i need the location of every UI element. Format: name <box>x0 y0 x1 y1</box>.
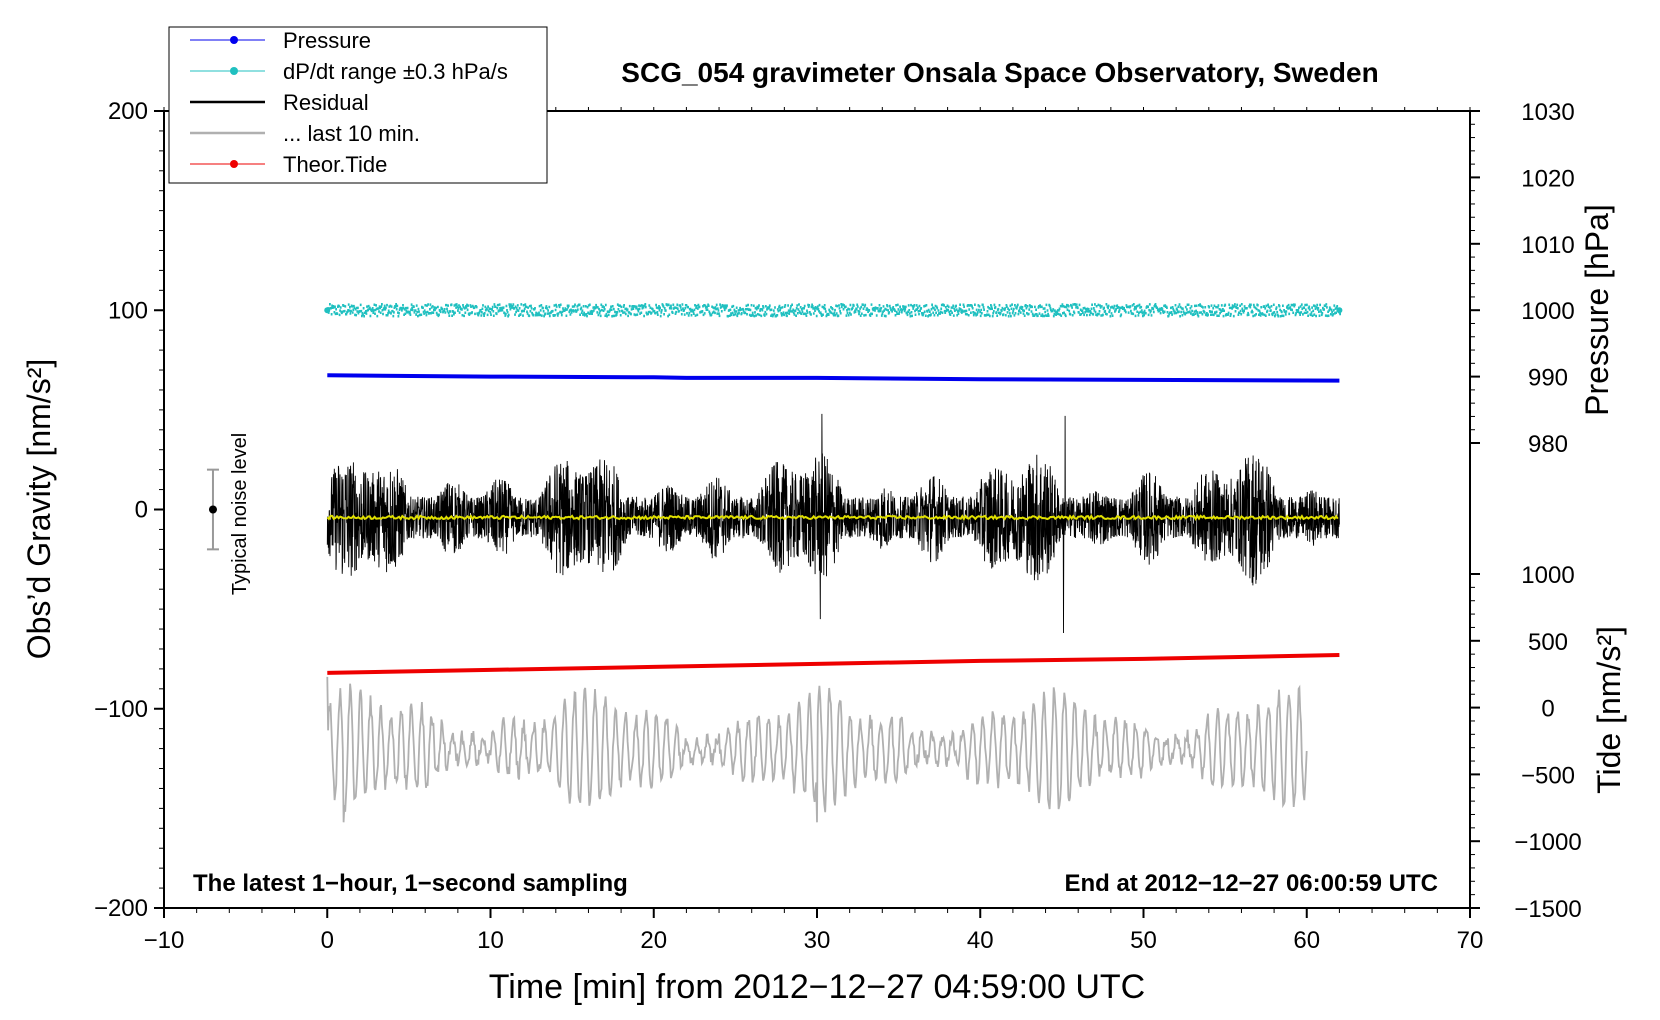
legend-label-1: dP/dt range ±0.3 hPa/s <box>283 59 508 84</box>
legend-box <box>168 26 548 184</box>
series-tide-line <box>327 653 1340 675</box>
y-axis-label-tide: Tide [nm/s²] <box>1591 626 1627 794</box>
noise-label: Typical noise level <box>229 433 251 595</box>
y-axis-label-left: Obs’d Gravity [nm/s²] <box>21 359 57 660</box>
legend: Pressure dP/dt range ±0.3 hPa/s Residual..… <box>168 26 548 184</box>
annotation-right: End at 2012−12−27 06:00:59 UTC <box>1064 870 1438 897</box>
annotations-layer: Typical noise level <box>206 433 251 595</box>
tide-tick-label-3: 0 <box>1541 696 1554 723</box>
y-tick-label-4: 200 <box>108 98 148 125</box>
chart-title: SCG_054 gravimeter Onsala Space Observat… <box>621 57 1378 88</box>
series-pressure-line <box>327 373 1340 383</box>
noise-bar-center-point <box>208 505 217 514</box>
legend-marker-0 <box>230 36 238 44</box>
legend-label-2: Residual <box>283 90 369 115</box>
pressure-tick-label-3: 1010 <box>1521 232 1574 259</box>
tide-tick-label-2: −500 <box>1521 762 1575 789</box>
x-tick-label-2: 10 <box>477 927 504 954</box>
legend-marker-4 <box>230 160 238 168</box>
axes-layer: −10 0 10 20 30 40 50 60 70−200−10001002009809901… <box>94 98 1582 954</box>
pressure-tick-label-5: 1030 <box>1521 99 1574 126</box>
x-axis-label: Time [min] from 2012−12−27 04:59:00 UTC <box>489 968 1145 1006</box>
x-tick-label-3: 20 <box>640 927 667 954</box>
legend-label-3: ... last 10 min. <box>283 121 420 146</box>
x-tick-label-5: 40 <box>967 927 994 954</box>
y-tick-label-3: 100 <box>108 297 148 324</box>
tide-tick-label-4: 500 <box>1528 629 1568 656</box>
series-residual-line <box>326 413 1340 634</box>
series-layer <box>324 303 1343 823</box>
y-tick-label-0: −200 <box>94 895 148 922</box>
pressure-tick-label-0: 980 <box>1528 431 1568 458</box>
series-dpdt-start-point <box>324 307 331 314</box>
x-tick-label-4: 30 <box>804 927 831 954</box>
series-dpdt <box>324 303 1343 318</box>
pressure-tick-label-1: 990 <box>1528 365 1568 392</box>
legend-label-4: Theor.Tide <box>283 152 387 177</box>
legend-label-0: Pressure <box>283 28 371 53</box>
x-tick-label-7: 60 <box>1293 927 1320 954</box>
series-last10-line <box>326 676 1308 823</box>
x-tick-label-1: 0 <box>321 927 334 954</box>
pressure-tick-label-2: 1000 <box>1521 298 1574 325</box>
pressure-tick-label-4: 1020 <box>1521 165 1574 192</box>
x-tick-label-8: 70 <box>1457 927 1484 954</box>
tide-tick-label-0: −1500 <box>1514 896 1581 923</box>
annotation-left: The latest 1−hour, 1−second sampling <box>193 870 628 897</box>
legend-marker-1 <box>230 67 238 75</box>
series-residual-smooth-line <box>326 514 1339 522</box>
y-tick-label-1: −100 <box>94 696 148 723</box>
tide-tick-label-1: −1000 <box>1514 829 1581 856</box>
x-tick-label-0: −10 <box>144 927 185 954</box>
tide-tick-label-5: 1000 <box>1521 562 1574 589</box>
series-dpdt-end-point <box>1336 307 1343 314</box>
x-tick-label-6: 50 <box>1130 927 1157 954</box>
y-tick-label-2: 0 <box>135 497 148 524</box>
y-axis-label-pressure: Pressure [hPa] <box>1579 204 1615 416</box>
series-dpdt-points <box>327 303 1341 318</box>
